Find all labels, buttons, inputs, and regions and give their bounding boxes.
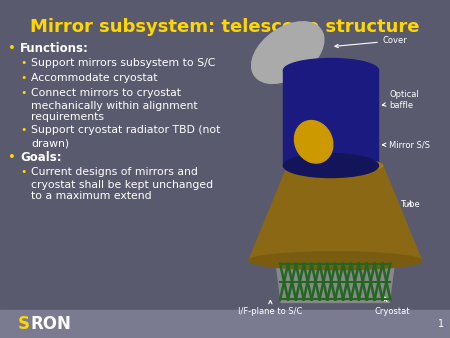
Text: Accommodate cryostat: Accommodate cryostat xyxy=(31,73,158,83)
Text: requirements: requirements xyxy=(31,112,104,122)
Text: Current designs of mirrors and: Current designs of mirrors and xyxy=(31,167,198,177)
Text: Optical
baffle: Optical baffle xyxy=(382,91,419,110)
Bar xyxy=(0,310,450,338)
Text: •: • xyxy=(20,125,27,135)
Text: Mirror subsystem: telescope structure: Mirror subsystem: telescope structure xyxy=(30,18,420,36)
Text: •: • xyxy=(20,73,27,83)
Text: Functions:: Functions: xyxy=(20,42,89,55)
Polygon shape xyxy=(276,261,395,303)
Text: Cryostat: Cryostat xyxy=(374,297,410,316)
Text: Support mirrors subsystem to S/C: Support mirrors subsystem to S/C xyxy=(31,58,216,68)
Text: drawn): drawn) xyxy=(31,138,69,148)
Text: Tube: Tube xyxy=(400,200,420,209)
Bar xyxy=(284,70,378,166)
Text: to a maximum extend: to a maximum extend xyxy=(31,191,152,201)
Text: •: • xyxy=(20,58,27,68)
Ellipse shape xyxy=(288,158,383,173)
Text: Mirror S/S: Mirror S/S xyxy=(382,140,430,149)
Ellipse shape xyxy=(284,58,378,82)
Text: •: • xyxy=(8,42,16,55)
Text: RON: RON xyxy=(30,315,71,333)
Ellipse shape xyxy=(284,154,378,177)
Text: 1: 1 xyxy=(438,319,444,329)
Text: Goals:: Goals: xyxy=(20,151,62,164)
Polygon shape xyxy=(249,166,422,261)
Text: I/F-plane to S/C: I/F-plane to S/C xyxy=(238,300,302,316)
Text: Connect mirrors to cryostat: Connect mirrors to cryostat xyxy=(31,88,181,98)
Text: cryostat shall be kept unchanged: cryostat shall be kept unchanged xyxy=(31,180,213,190)
Ellipse shape xyxy=(294,121,333,163)
Text: •: • xyxy=(20,167,27,177)
Text: Cover: Cover xyxy=(335,36,408,48)
Ellipse shape xyxy=(252,22,324,83)
Ellipse shape xyxy=(249,252,422,270)
Text: •: • xyxy=(20,88,27,98)
Text: •: • xyxy=(8,151,16,164)
Text: mechanically within alignment: mechanically within alignment xyxy=(31,101,198,111)
Text: Support cryostat radiator TBD (not: Support cryostat radiator TBD (not xyxy=(31,125,220,135)
Text: S: S xyxy=(18,315,30,333)
